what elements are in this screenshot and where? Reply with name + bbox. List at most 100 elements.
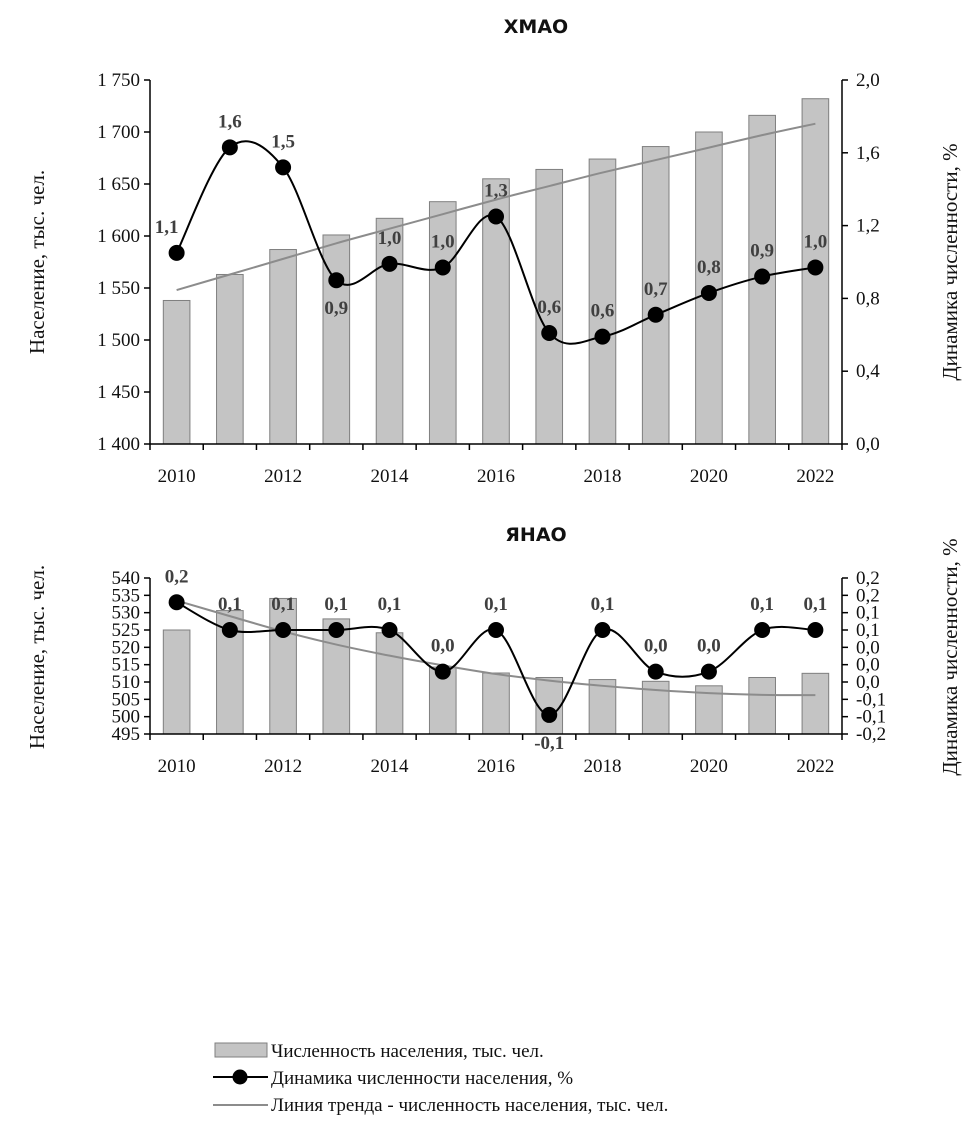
dynamics-point bbox=[807, 622, 824, 638]
y2-tick-label: 0,1 bbox=[856, 603, 880, 624]
population-bar bbox=[535, 676, 564, 735]
y-tick-label: 505 bbox=[112, 689, 141, 710]
population-bar bbox=[482, 672, 510, 735]
x-tick-label: 2022 bbox=[796, 466, 834, 487]
y2-tick-label: 0,2 bbox=[856, 585, 880, 606]
y2-tick-label: 0,0 bbox=[856, 434, 880, 455]
y2-tick-label: 0,0 bbox=[856, 637, 880, 658]
data-label: -0,1 bbox=[534, 733, 564, 754]
data-label: 1,3 bbox=[484, 181, 508, 202]
dynamics-point bbox=[221, 622, 238, 638]
dynamics-point bbox=[168, 244, 185, 261]
data-label: 0,9 bbox=[324, 298, 348, 319]
dynamics-point bbox=[594, 622, 611, 638]
y-tick-label: 535 bbox=[112, 585, 141, 606]
population-bar bbox=[641, 146, 670, 445]
dynamics-point bbox=[700, 663, 717, 680]
legend-marker-swatch bbox=[232, 1069, 248, 1085]
data-label: 0,1 bbox=[218, 594, 242, 615]
dynamics-point bbox=[328, 272, 345, 289]
dynamics-point bbox=[807, 259, 824, 276]
y-tick-label: 540 bbox=[112, 568, 141, 589]
data-label: 0,6 bbox=[537, 297, 561, 318]
x-tick-label: 2020 bbox=[690, 756, 728, 777]
y2-tick-label: 0,0 bbox=[856, 655, 880, 676]
y-tick-label: 1 650 bbox=[97, 174, 140, 195]
data-label: 0,6 bbox=[591, 301, 615, 322]
y2-tick-label: 0,0 bbox=[856, 672, 880, 693]
y-tick-label: 1 700 bbox=[97, 122, 140, 143]
data-label: 0,0 bbox=[431, 636, 455, 657]
dynamics-point bbox=[275, 159, 292, 176]
population-bar bbox=[162, 299, 191, 445]
y-axis-title: Население, тыс. чел. bbox=[25, 170, 49, 354]
data-label: 0,1 bbox=[804, 594, 828, 615]
y2-axis-title: Динамика численности, % bbox=[938, 538, 962, 775]
dynamics-point bbox=[541, 706, 558, 723]
data-label: 1,1 bbox=[155, 217, 179, 238]
dynamics-point bbox=[754, 268, 771, 285]
population-bar bbox=[801, 672, 830, 735]
x-tick-label: 2016 bbox=[477, 756, 515, 777]
data-label: 0,7 bbox=[644, 279, 668, 300]
y-tick-label: 495 bbox=[112, 724, 141, 745]
dynamics-point bbox=[381, 622, 398, 638]
dynamics-point bbox=[434, 663, 451, 680]
data-label: 0,1 bbox=[484, 594, 508, 615]
x-tick-label: 2014 bbox=[371, 466, 410, 487]
dynamics-point bbox=[700, 284, 717, 301]
population-bar bbox=[216, 273, 244, 445]
dynamics-point bbox=[754, 622, 771, 638]
population-bar bbox=[748, 676, 776, 735]
data-label: 0,1 bbox=[750, 594, 774, 615]
y2-tick-label: 0,1 bbox=[856, 620, 880, 641]
y-tick-label: 525 bbox=[112, 620, 141, 641]
chart-title: ХМАО bbox=[504, 16, 568, 38]
legend-label-dynamics: Динамика численности населения, % bbox=[271, 1068, 573, 1089]
data-label: 1,0 bbox=[378, 228, 402, 249]
dynamics-point bbox=[488, 208, 504, 225]
y-tick-label: 1 400 bbox=[97, 434, 140, 455]
y2-tick-label: 0,8 bbox=[856, 288, 880, 309]
population-bar bbox=[162, 629, 191, 735]
y-tick-label: 1 550 bbox=[97, 278, 140, 299]
legend-label-population: Численность населения, тыс. чел. bbox=[271, 1041, 544, 1062]
data-label: 0,0 bbox=[644, 636, 668, 657]
y-tick-label: 1 600 bbox=[97, 226, 140, 247]
y-tick-label: 510 bbox=[112, 672, 141, 693]
dynamics-point bbox=[328, 622, 345, 638]
dynamics-point bbox=[434, 259, 451, 276]
y-tick-label: 500 bbox=[112, 707, 141, 728]
y-tick-label: 515 bbox=[112, 655, 141, 676]
y-tick-label: 1 500 bbox=[97, 330, 140, 351]
y2-tick-label: 1,6 bbox=[856, 143, 880, 164]
trend-line bbox=[176, 122, 816, 292]
dynamics-point bbox=[275, 622, 292, 638]
data-label: 0,1 bbox=[271, 594, 295, 615]
data-label: 0,1 bbox=[378, 594, 402, 615]
chart-legend: Численность населения, тыс. чел. Динамик… bbox=[213, 1041, 668, 1116]
data-label: 0,1 bbox=[591, 594, 615, 615]
y2-tick-label: -0,2 bbox=[856, 724, 886, 745]
legend-label-trend: Линия тренда - численность населения, ты… bbox=[271, 1095, 668, 1116]
x-tick-label: 2018 bbox=[583, 756, 621, 777]
y2-axis-title: Динамика численности, % bbox=[938, 143, 962, 380]
legend-bar-swatch bbox=[214, 1042, 268, 1058]
dynamics-point bbox=[541, 324, 558, 341]
dynamics-point bbox=[647, 306, 664, 323]
data-label: 0,1 bbox=[324, 594, 348, 615]
population-bar bbox=[535, 168, 564, 445]
data-label: 1,5 bbox=[271, 131, 295, 152]
x-tick-label: 2012 bbox=[264, 756, 302, 777]
y2-tick-label: 2,0 bbox=[856, 70, 880, 91]
x-tick-label: 2020 bbox=[690, 466, 728, 487]
x-tick-label: 2012 bbox=[264, 466, 302, 487]
chart-title: ЯНАО bbox=[505, 524, 566, 546]
dynamics-point bbox=[647, 663, 664, 680]
data-label: 0,8 bbox=[697, 257, 721, 278]
population-bar bbox=[375, 632, 404, 735]
dynamics-point bbox=[168, 594, 185, 611]
x-tick-label: 2018 bbox=[583, 466, 621, 487]
data-label: 1,0 bbox=[431, 231, 455, 252]
